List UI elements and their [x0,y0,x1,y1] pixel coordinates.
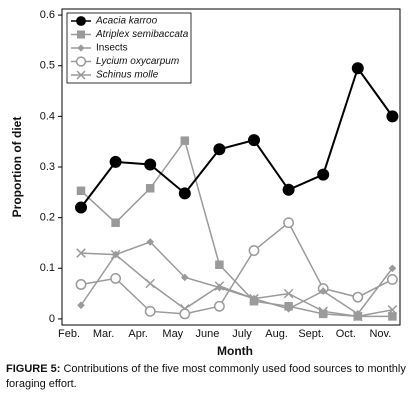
y-tick-label: 0.3 [40,161,55,173]
marker [388,264,397,273]
marker [76,186,86,196]
marker [386,110,399,123]
marker [111,218,120,227]
marker [145,184,155,193]
marker [180,273,189,282]
marker [248,245,260,256]
x-tick-label: Oct. [336,328,356,340]
x-tick-label: Sept. [298,328,324,340]
marker [178,187,191,200]
marker [351,62,364,75]
legend-label: Atriplex semibaccata [95,29,189,40]
marker [76,16,86,26]
marker [248,134,260,147]
y-tick-label: 0.2 [40,212,55,224]
marker [353,312,363,321]
marker [213,143,226,156]
x-tick-label: May [162,328,183,340]
marker [283,217,295,229]
marker [283,288,294,299]
marker [352,291,364,303]
marker [386,273,398,285]
series-line [80,241,393,315]
marker [77,30,85,39]
series-line [80,221,393,315]
marker [75,201,87,214]
marker [180,136,190,145]
marker [76,248,86,258]
y-tick-label: 0.1 [40,262,55,274]
legend-label: Lycium oxycarpum [96,56,179,67]
marker [317,168,330,181]
marker [77,301,85,310]
y-tick-label: 0.4 [40,110,55,122]
series-line [80,252,393,318]
x-tick-label: Feb. [58,328,80,340]
x-tick-label: Apr. [128,328,148,340]
y-tick-label: 0 [49,313,55,325]
marker [179,308,191,320]
x-tick-label: Mar. [93,328,114,340]
caption-text: Contributions of the five most commonly … [6,363,406,390]
marker [215,260,224,269]
marker [319,287,328,295]
marker [145,278,155,289]
marker [76,70,86,80]
x-tick-label: Nov. [369,328,391,340]
series-line [80,66,394,209]
marker [213,300,225,312]
y-tick-label: 0.5 [40,60,55,72]
y-axis-label: Proportion of diet [10,117,24,218]
marker [388,312,397,321]
x-tick-label: July [232,328,252,340]
marker [110,272,122,284]
marker [109,155,122,168]
legend-label: Acacia karroo [95,16,158,27]
marker [144,305,156,317]
legend-label: Schinus molle [96,70,159,81]
marker [249,296,259,306]
marker [144,158,157,171]
chart: Month Proportion of diet 0 0.1 0.2 0.3 0.4 0.… [10,8,401,358]
marker [75,56,87,67]
legend-label: Insects [96,43,128,54]
marker [318,309,328,319]
marker [75,279,87,290]
marker [215,283,224,292]
caption: FIGURE 5: Contributions of the five most… [6,362,416,392]
marker [77,44,85,52]
marker [111,250,120,259]
x-axis-label: Month [217,344,253,358]
series-line [80,138,393,318]
x-tick-label: June [195,328,219,340]
marker [282,183,295,196]
marker [146,238,155,246]
x-tick-label: Aug. [265,328,288,340]
marker [284,302,293,311]
y-tick-label: 0.6 [40,9,55,21]
caption-label: FIGURE 5: [6,363,61,375]
